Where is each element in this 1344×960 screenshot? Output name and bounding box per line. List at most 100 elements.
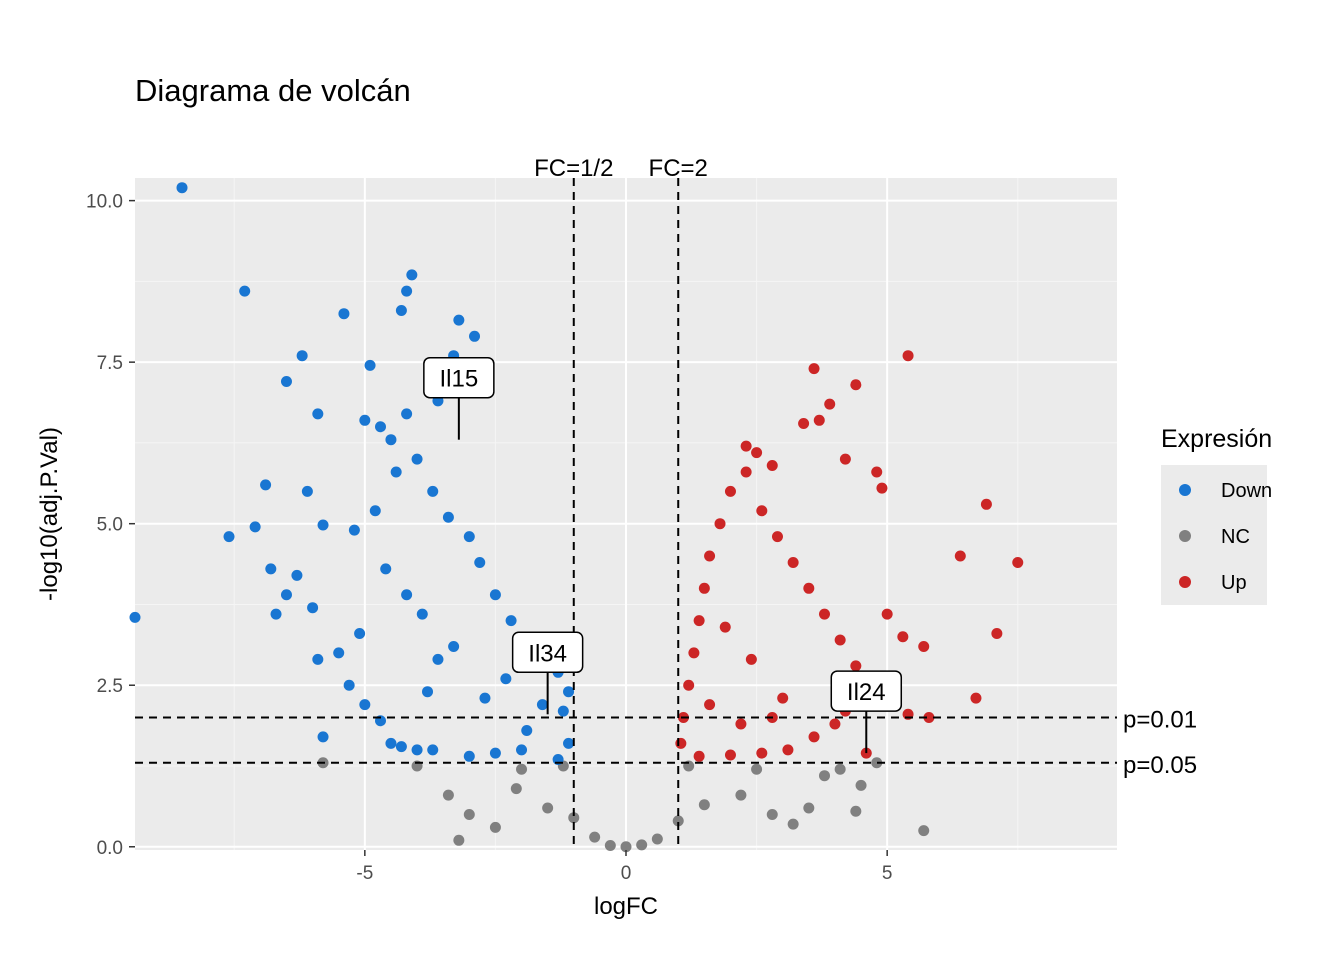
data-point-up [675, 737, 687, 749]
data-point-up [954, 550, 966, 562]
data-point-up [1012, 556, 1024, 568]
data-point-up [693, 615, 705, 627]
data-point-down [249, 521, 261, 533]
data-point-down [563, 737, 575, 749]
legend-key-nc [1179, 530, 1191, 542]
data-point-down [375, 421, 386, 433]
data-point-up [766, 460, 778, 472]
data-point-up [756, 747, 768, 759]
data-point-up [897, 631, 909, 643]
data-point-down [359, 699, 371, 711]
data-point-nc [803, 802, 815, 814]
data-point-up [881, 608, 893, 620]
data-point-nc [510, 783, 522, 795]
data-point-down [395, 741, 407, 753]
data-point-nc [766, 808, 778, 820]
data-point-nc [489, 821, 501, 833]
data-point-up [756, 505, 768, 517]
data-point-down [312, 653, 324, 665]
data-point-nc [672, 815, 684, 827]
data-point-down [369, 505, 381, 517]
data-point-nc [698, 799, 710, 811]
data-point-up [970, 692, 982, 704]
data-point-down [401, 285, 413, 297]
data-point-up [850, 660, 862, 672]
data-point-up [782, 744, 794, 756]
data-point-down [348, 524, 360, 536]
data-point-up [813, 414, 825, 426]
x-tick-label: -5 [356, 863, 373, 884]
data-point-nc [834, 763, 846, 775]
data-point-up [740, 440, 752, 452]
data-point-down [489, 589, 501, 601]
data-point-up [818, 608, 830, 620]
data-points [129, 182, 1024, 853]
data-point-down [364, 359, 376, 371]
data-point-up [719, 621, 731, 633]
data-point-nc [568, 812, 580, 824]
data-point-down [385, 434, 397, 446]
data-point-up [740, 466, 752, 478]
data-point-down [380, 563, 392, 575]
data-point-down [280, 589, 292, 601]
data-point-down [489, 747, 501, 759]
data-point-down [338, 308, 350, 320]
data-point-nc [463, 808, 475, 820]
x-tick-label: 5 [882, 863, 893, 884]
legend-key-down [1179, 484, 1191, 496]
data-point-down [401, 589, 413, 601]
data-point-up [834, 634, 846, 646]
data-point-up [688, 647, 700, 659]
data-point-down [427, 744, 439, 756]
data-point-up [824, 398, 836, 410]
callout-label: Il34 [528, 640, 567, 667]
data-point-down [312, 408, 324, 420]
data-point-down [448, 640, 460, 652]
legend-label: NC [1221, 526, 1250, 548]
data-point-down [129, 611, 141, 623]
data-point-down [474, 556, 486, 568]
data-point-up [850, 379, 862, 391]
data-point-down [469, 330, 481, 342]
data-point-down [463, 531, 475, 543]
data-point-nc [636, 839, 648, 851]
data-point-up [991, 628, 1003, 640]
data-point-up [829, 718, 841, 730]
callout-label: Il24 [847, 679, 886, 706]
data-point-down [343, 679, 355, 691]
data-point-down [390, 466, 402, 478]
data-point-up [751, 447, 763, 459]
y-tick-label: 2.5 [97, 676, 123, 697]
data-point-nc [442, 789, 454, 801]
data-point-down [411, 453, 423, 465]
data-point-down [521, 724, 533, 736]
legend-key-up [1179, 576, 1191, 588]
data-point-up [808, 363, 820, 375]
data-point-down [395, 304, 407, 316]
data-point-down [280, 376, 292, 388]
data-point-nc [918, 825, 930, 837]
data-point-up [771, 531, 783, 543]
y-axis-title: -log10(adj.P.Val) [36, 427, 63, 601]
data-point-up [704, 550, 716, 562]
data-point-down [557, 705, 569, 717]
data-point-up [714, 518, 726, 530]
y-tick-label: 5.0 [97, 515, 123, 536]
y-tick-label: 0.0 [97, 838, 123, 859]
data-point-down [463, 750, 475, 762]
chart-title: Diagrama de volcán [135, 73, 411, 108]
axis-ticks: -5 0 5 0.0 2.5 5.0 7.5 10.0 [86, 192, 892, 884]
callout-box [511, 631, 584, 674]
data-point-nc [818, 770, 830, 782]
data-point-down [317, 519, 329, 531]
data-point-down [401, 408, 413, 420]
legend-label: Down [1221, 480, 1272, 502]
data-point-down [479, 692, 491, 704]
data-point-up [980, 498, 992, 510]
data-point-down [359, 414, 371, 426]
y-tick-label: 7.5 [97, 353, 123, 374]
data-point-down [333, 647, 345, 659]
data-point-up [839, 453, 851, 465]
data-point-down [260, 479, 272, 491]
data-point-up [918, 640, 930, 652]
